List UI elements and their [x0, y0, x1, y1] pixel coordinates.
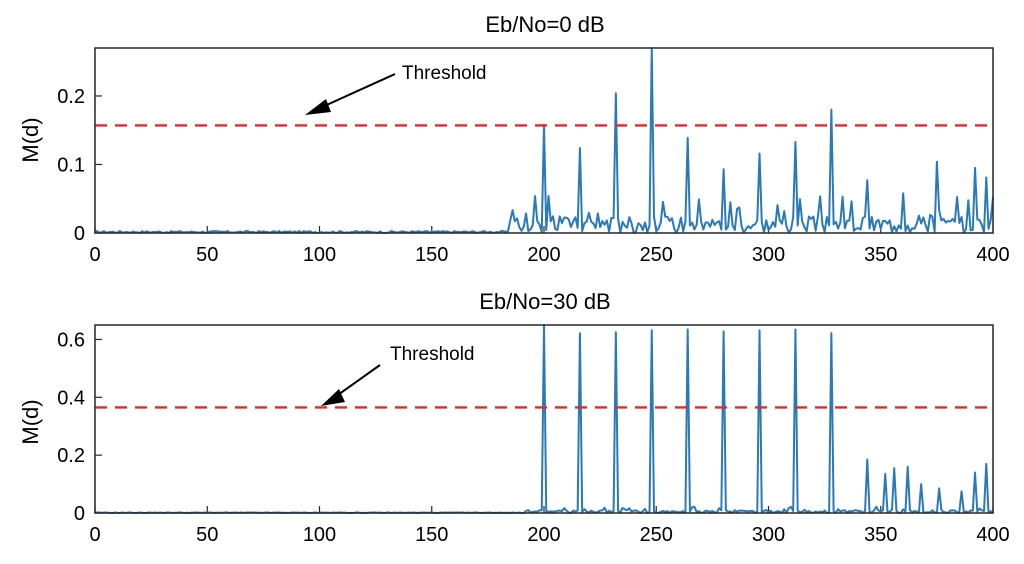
x-tick-label: 50	[196, 244, 218, 266]
y-tick-label: 0.6	[57, 329, 85, 351]
plot-area	[94, 47, 994, 234]
x-tick-label: 250	[640, 524, 673, 546]
x-tick-labels: 0 50 100 150 200 250 300 350 400	[89, 244, 1009, 266]
signal-line	[94, 324, 994, 514]
subplot-title: Eb/No=30 dB	[479, 289, 610, 314]
signal-line	[94, 47, 994, 234]
y-tick-label: 0	[74, 503, 85, 525]
y-tick-labels: 0 0.1 0.2	[57, 86, 85, 245]
x-tick-label: 50	[196, 524, 218, 546]
x-tick-label: 350	[864, 244, 897, 266]
x-tick-label: 300	[752, 244, 785, 266]
x-tick-label: 400	[976, 244, 1009, 266]
x-tick-label: 400	[976, 524, 1009, 546]
subplot-title: Eb/No=0 dB	[485, 12, 604, 37]
annotation-arrow	[305, 73, 396, 115]
x-tick-label: 150	[415, 244, 448, 266]
threshold-annotation: Threshold	[402, 63, 487, 84]
y-axis-label: M(d)	[18, 399, 43, 444]
x-tick-label: 250	[640, 244, 673, 266]
annotation-arrow	[321, 364, 381, 406]
subplot-eb-no-30: Eb/No=30 dB M(d) 0 50 100 150 200 250 300 350 40…	[18, 289, 1010, 546]
x-tick-labels: 0 50 100 150 200 250 300 350 400	[89, 524, 1009, 546]
x-tick-label: 0	[89, 244, 100, 266]
axes-box	[94, 47, 994, 234]
x-tick-label: 100	[303, 244, 336, 266]
y-tick-labels: 0 0.2 0.4 0.6	[57, 329, 85, 525]
plot-area	[94, 324, 994, 514]
x-tick-label: 0	[89, 524, 100, 546]
y-axis-label: M(d)	[18, 117, 43, 162]
y-tick-label: 0.2	[57, 86, 85, 108]
y-tick-label: 0.4	[57, 387, 85, 409]
subplot-eb-no-0: Eb/No=0 dB M(d) 0 50 100 150 200 250 300 350 400…	[18, 12, 1010, 266]
y-tick-label: 0.2	[57, 445, 85, 467]
x-tick-label: 300	[752, 524, 785, 546]
y-tick-label: 0.1	[57, 154, 85, 176]
axes-box	[94, 324, 994, 514]
x-tick-label: 200	[527, 244, 560, 266]
x-tick-label: 100	[303, 524, 336, 546]
y-tick-label: 0	[74, 223, 85, 245]
threshold-annotation: Threshold	[390, 344, 475, 365]
x-tick-label: 350	[864, 524, 897, 546]
x-tick-label: 150	[415, 524, 448, 546]
x-tick-label: 200	[527, 524, 560, 546]
